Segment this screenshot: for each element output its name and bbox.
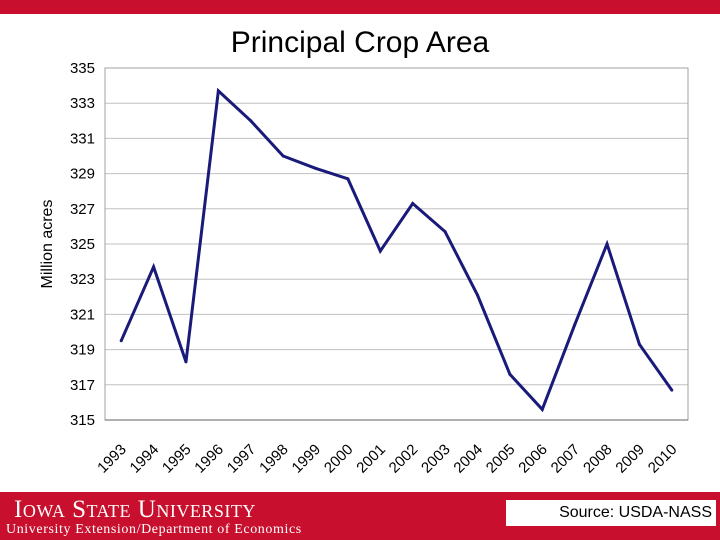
data-point [119,339,123,343]
x-tick-label: 2007 [548,441,584,477]
data-point [314,166,318,170]
x-tick-label: 2009 [612,441,648,477]
line-chart: 3153173193213233253273293313333351993199… [39,60,689,477]
y-tick-label: 335 [70,60,95,77]
data-point [346,177,350,181]
x-tick-label: 2008 [580,441,616,477]
x-tick-label: 1996 [191,441,227,477]
isu-wordmark-logo: Iowa State University [14,496,256,523]
footer-bar: Iowa State University University Extensi… [0,492,720,540]
y-tick-label: 329 [70,166,95,183]
x-tick-label: 2005 [483,441,519,477]
data-point [249,119,253,123]
data-point [540,407,544,411]
y-tick-label: 333 [70,95,95,112]
y-tick-label: 317 [70,377,95,394]
data-point [605,242,609,246]
y-tick-label: 331 [70,130,95,147]
x-tick-label: 1999 [289,441,325,477]
x-tick-label: 2000 [321,441,357,477]
footer-department-text: University Extension/Department of Econo… [6,522,302,537]
source-box: Source: USDA-NASS [506,500,716,526]
y-tick-label: 323 [70,271,95,288]
x-tick-label: 1995 [159,441,195,477]
y-tick-label: 325 [70,236,95,253]
data-point [152,265,156,269]
x-tick-label: 2003 [418,441,454,477]
x-tick-label: 1994 [127,441,163,477]
data-point [378,249,382,253]
data-point [508,372,512,376]
data-point [443,230,447,234]
y-tick-label: 315 [70,412,95,429]
chart-title: Principal Crop Area [230,26,490,59]
data-point [411,202,415,206]
data-point [475,293,479,297]
y-axis-label: Million acres [39,200,56,289]
series-line [119,87,674,413]
data-point [670,388,674,392]
x-tick-label: 2001 [353,441,389,477]
x-tick-label: 2010 [645,441,681,477]
x-tick-label: 2002 [386,441,422,477]
data-point [281,154,285,158]
y-tick-label: 321 [70,306,95,323]
y-tick-label: 327 [70,201,95,218]
x-tick-label: 2006 [515,441,551,477]
data-point [573,323,577,327]
source-text: Source: USDA-NASS [559,504,712,521]
x-tick-label: 1997 [224,441,260,477]
y-tick-label: 319 [70,342,95,359]
x-tick-label: 2004 [450,441,486,477]
x-tick-label: 1993 [94,441,130,477]
x-tick-label: 1998 [256,441,292,477]
data-point [216,89,220,93]
data-point [637,342,641,346]
top-accent-bar [0,0,720,14]
data-point [184,360,188,364]
